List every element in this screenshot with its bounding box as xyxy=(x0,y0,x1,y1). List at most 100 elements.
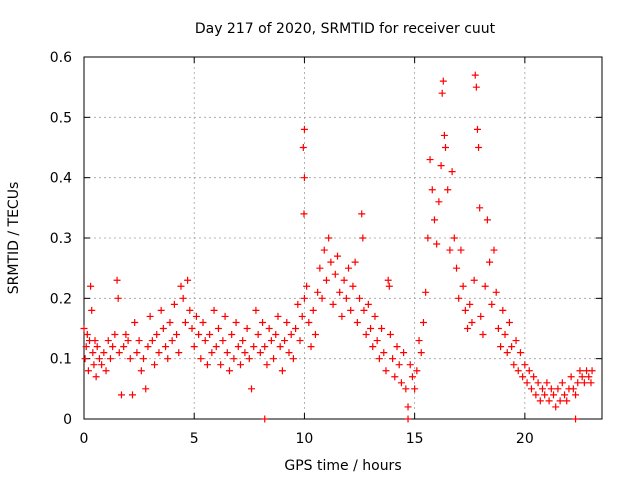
data-point xyxy=(250,343,258,351)
data-point xyxy=(543,379,551,387)
data-point xyxy=(81,355,89,363)
data-point xyxy=(254,331,262,339)
data-point xyxy=(142,385,150,393)
data-point xyxy=(338,312,346,320)
data-point xyxy=(413,367,421,375)
data-point xyxy=(422,288,430,296)
data-point xyxy=(88,306,96,314)
data-point xyxy=(349,282,357,290)
data-point xyxy=(532,391,540,399)
data-point xyxy=(402,385,410,393)
data-point xyxy=(95,355,103,363)
data-point xyxy=(534,379,542,387)
data-point xyxy=(83,331,91,339)
data-point xyxy=(232,318,240,326)
data-point xyxy=(155,349,163,357)
data-point xyxy=(587,379,595,387)
data-point xyxy=(128,391,136,399)
data-point xyxy=(510,361,518,369)
data-point xyxy=(558,379,566,387)
data-point xyxy=(385,282,393,290)
data-point xyxy=(117,391,125,399)
data-point xyxy=(530,373,538,381)
data-point xyxy=(373,337,381,345)
data-point xyxy=(404,403,412,411)
data-point xyxy=(439,77,447,85)
data-point xyxy=(497,343,505,351)
data-point xyxy=(225,367,233,375)
data-point xyxy=(153,331,161,339)
data-point xyxy=(527,385,535,393)
data-point xyxy=(267,337,275,345)
data-point xyxy=(428,186,436,194)
data-point xyxy=(488,300,496,308)
data-point xyxy=(359,234,367,242)
data-point xyxy=(393,343,401,351)
data-point xyxy=(580,379,588,387)
data-point xyxy=(492,288,500,296)
data-point xyxy=(294,300,302,308)
data-point xyxy=(444,186,452,194)
data-point xyxy=(552,403,560,411)
data-point xyxy=(378,325,386,332)
data-point xyxy=(219,337,227,345)
data-point xyxy=(92,373,100,381)
data-point xyxy=(382,367,390,375)
x-tick-label: 10 xyxy=(296,431,314,447)
data-point xyxy=(435,198,443,206)
data-point xyxy=(84,367,92,375)
data-point xyxy=(234,343,242,351)
data-point xyxy=(239,337,247,345)
data-point xyxy=(316,264,324,272)
data-point xyxy=(144,343,152,351)
data-point xyxy=(490,246,498,254)
data-point xyxy=(430,216,438,224)
data-point xyxy=(459,282,467,290)
data-point xyxy=(369,343,377,351)
grid xyxy=(84,57,602,419)
data-point xyxy=(476,204,484,212)
data-point xyxy=(159,325,167,332)
data-point xyxy=(384,276,392,284)
data-point xyxy=(243,325,251,332)
data-point xyxy=(318,294,326,302)
data-point xyxy=(516,349,524,357)
data-point xyxy=(265,325,273,332)
data-point xyxy=(389,355,397,363)
data-point xyxy=(133,349,141,357)
data-point xyxy=(331,270,339,278)
y-tick-label: 0.2 xyxy=(50,291,72,307)
data-point xyxy=(162,343,170,351)
data-point xyxy=(168,337,176,345)
data-point xyxy=(104,337,112,345)
data-point xyxy=(87,282,95,290)
data-point xyxy=(164,355,172,363)
data-point xyxy=(311,331,319,339)
data-point xyxy=(486,258,494,266)
data-point xyxy=(545,397,553,405)
y-tick-label: 0 xyxy=(63,412,72,428)
y-tick-label: 0.1 xyxy=(50,352,72,368)
data-point xyxy=(300,174,308,182)
data-point xyxy=(391,373,399,381)
data-point xyxy=(450,234,458,242)
data-point xyxy=(89,349,97,357)
data-point xyxy=(554,385,562,393)
data-point xyxy=(327,258,335,266)
data-point xyxy=(307,343,315,351)
data-point xyxy=(184,276,192,284)
data-point xyxy=(585,373,593,381)
x-tick-labels: 0 5 10 15 20 xyxy=(80,431,534,447)
data-point xyxy=(563,397,571,405)
data-point xyxy=(455,294,463,302)
data-point xyxy=(461,306,469,314)
data-point xyxy=(237,361,245,369)
data-point xyxy=(499,306,507,314)
data-point xyxy=(505,318,513,326)
data-point xyxy=(411,385,419,393)
data-point xyxy=(228,331,236,339)
data-point xyxy=(514,367,522,375)
data-point xyxy=(536,397,544,405)
data-point xyxy=(561,391,569,399)
